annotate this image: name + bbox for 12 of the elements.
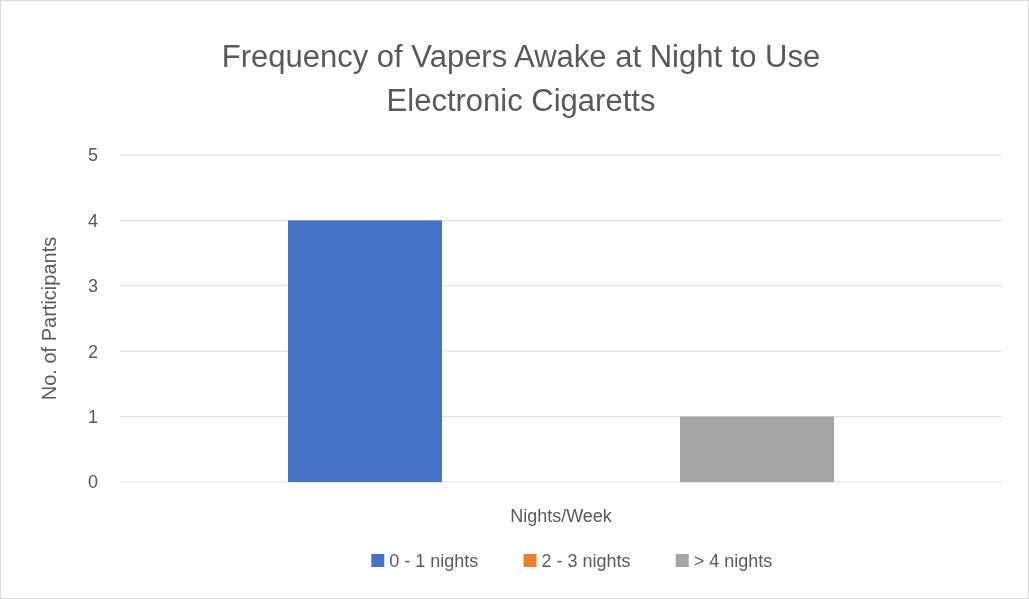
y-axis-title: No. of Participants: [38, 236, 60, 401]
y-tick-label: 0: [87, 472, 98, 493]
y-tick-label: 5: [87, 145, 98, 166]
legend-label: 0 - 1 nights: [389, 551, 479, 571]
legend-label: 2 - 3 nights: [541, 551, 631, 571]
y-tick-label: 4: [87, 210, 98, 231]
x-axis-title: Nights/Week: [510, 506, 613, 526]
y-tick-label: 3: [87, 276, 98, 297]
y-tick-label: 2: [87, 341, 98, 362]
y-tick-label: 1: [87, 406, 98, 427]
legend-label: > 4 nights: [693, 551, 773, 571]
chart-title: Frequency of Vapers Awake at Night to Use Electronic Cigaretts: [221, 39, 821, 118]
